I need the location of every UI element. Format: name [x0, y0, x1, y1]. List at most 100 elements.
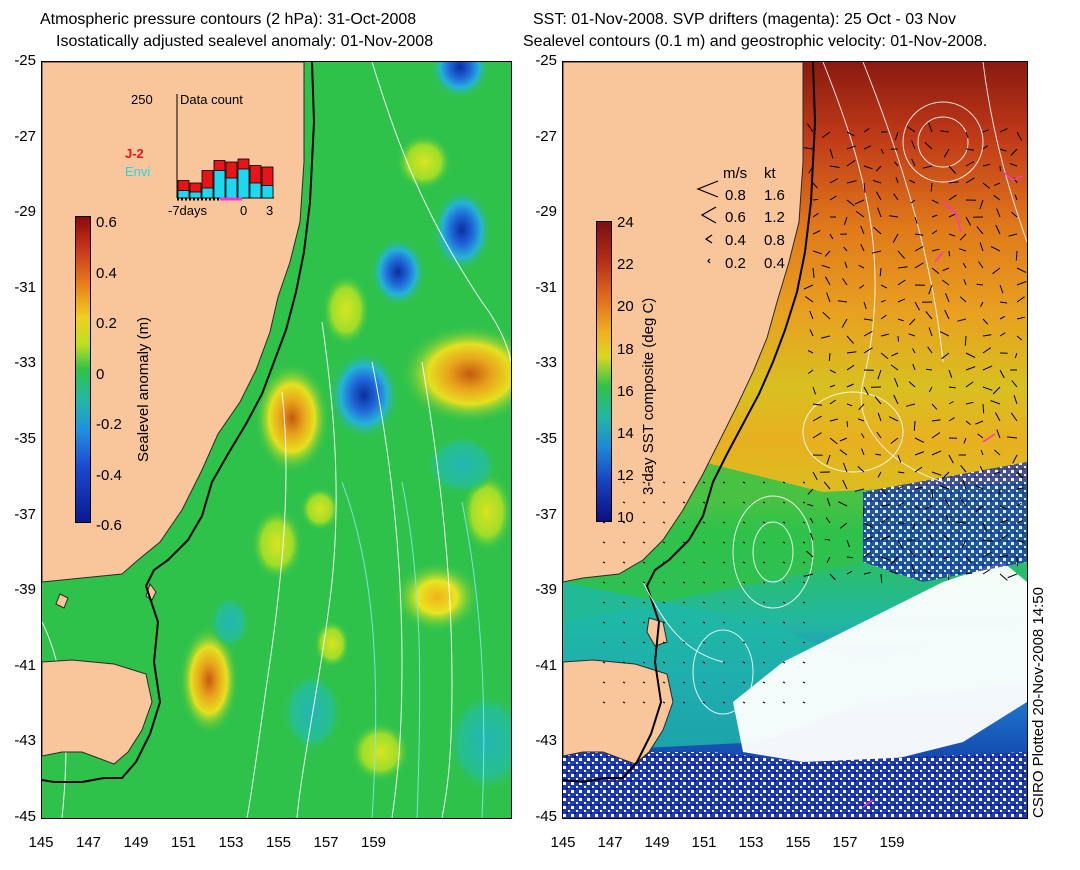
velocity-arrow — [860, 225, 865, 235]
velocity-arrow — [662, 701, 666, 704]
velocity-arrow — [854, 488, 865, 492]
velocity-arrow — [948, 401, 954, 405]
velocity-arrow — [622, 681, 626, 684]
velocity-legend-ms-2: 0.6 — [725, 209, 746, 226]
x-tick-right: 147 — [597, 834, 623, 851]
velocity-arrow — [782, 581, 786, 584]
velocity-arrow — [762, 481, 766, 484]
velocity-arrow — [802, 641, 806, 644]
velocity-arrow — [914, 216, 918, 224]
velocity-arrow — [826, 292, 831, 303]
velocity-arrow — [890, 364, 899, 371]
velocity-arrow — [1007, 573, 1018, 579]
velocity-arrow — [858, 403, 865, 411]
velocity-arrow — [602, 661, 606, 664]
velocity-arrow — [762, 541, 766, 544]
velocity-arrow — [802, 561, 806, 564]
velocity-arrow — [838, 501, 848, 507]
sst-colorbar-label: 3-day SST composite (deg C) — [640, 297, 657, 495]
velocity-arrow — [839, 522, 848, 529]
velocity-arrow — [812, 198, 819, 201]
velocity-arrow — [622, 661, 626, 664]
velocity-arrow — [812, 432, 822, 439]
velocity-arrow — [863, 522, 874, 528]
velocity-arrow — [999, 573, 1008, 581]
velocity-arrow — [914, 451, 925, 456]
velocity-arrow — [825, 517, 831, 524]
y-tick-left: -27 — [14, 127, 36, 145]
velocity-arrow — [975, 485, 984, 490]
velocity-arrow — [782, 641, 786, 644]
y-tick-right: -35 — [535, 430, 557, 447]
velocity-arrow — [994, 412, 1001, 422]
velocity-arrow — [682, 561, 686, 564]
velocity-arrow — [999, 148, 1007, 152]
velocity-arrow — [762, 581, 766, 584]
velocity-arrow — [662, 601, 666, 604]
velocity-legend-kt-2: 1.2 — [764, 209, 785, 226]
velocity-arrow — [722, 521, 726, 524]
velocity-arrow — [908, 318, 916, 326]
velocity-arrow — [858, 264, 865, 269]
velocity-arrow — [897, 279, 906, 286]
velocity-arrow — [880, 573, 883, 583]
velocity-arrow — [863, 386, 869, 396]
velocity-arrow — [642, 701, 646, 704]
velocity-arrow — [662, 621, 666, 624]
velocity-arrow — [909, 549, 916, 558]
velocity-arrow — [965, 216, 972, 226]
velocity-arrow — [742, 661, 746, 664]
velocity-arrow — [879, 267, 882, 277]
velocity-arrow — [808, 165, 814, 174]
velocity-arrow — [846, 539, 850, 548]
y-tick-right: -27 — [535, 127, 557, 145]
velocity-arrow — [812, 386, 816, 395]
velocity-arrow — [1013, 394, 1018, 405]
velocity-arrow — [875, 453, 882, 456]
velocity-arrow — [662, 541, 666, 544]
velocity-arrow — [702, 501, 706, 504]
velocity-arrow — [782, 701, 786, 704]
velocity-arrow — [928, 386, 933, 393]
velocity-arrow — [893, 394, 899, 405]
x-tick-left: 145 — [28, 834, 54, 851]
velocity-arrow — [894, 377, 899, 388]
y-tick-right: -43 — [535, 732, 557, 750]
sst-colorbar-tick: 14 — [617, 425, 634, 442]
velocity-legend-arrows — [696, 180, 719, 264]
sealevel-colorbar-tick: 0.6 — [96, 214, 117, 231]
velocity-arrow — [982, 318, 989, 325]
velocity-arrow — [975, 505, 984, 513]
velocity-arrow — [842, 278, 848, 286]
velocity-arrow — [1011, 211, 1018, 218]
velocity-arrow — [927, 346, 933, 354]
velocity-arrow — [859, 284, 865, 289]
velocity-arrow — [876, 431, 882, 439]
velocity-arrow — [682, 701, 686, 704]
velocity-arrow — [940, 130, 950, 133]
velocity-arrow — [812, 471, 818, 480]
velocity-arrow — [962, 479, 967, 490]
velocity-arrow — [622, 601, 626, 604]
velocity-arrow — [642, 681, 646, 684]
velocity-arrow — [821, 335, 831, 339]
velocity-arrow — [959, 233, 967, 241]
velocity-arrow — [863, 536, 873, 541]
velocity-arrow — [682, 481, 686, 484]
velocity-arrow — [602, 541, 606, 544]
velocity-arrow — [982, 539, 993, 542]
velocity-arrow — [662, 521, 666, 524]
y-tick-right: -33 — [535, 354, 557, 372]
x-tick-left: 155 — [265, 834, 292, 851]
velocity-arrow — [880, 314, 887, 320]
velocity-arrow — [928, 327, 933, 337]
velocity-arrow — [948, 233, 956, 237]
y-tick-right: -37 — [535, 505, 557, 523]
velocity-arrow — [931, 199, 939, 204]
velocity-arrow — [977, 433, 984, 439]
velocity-arrow — [982, 569, 991, 575]
velocity-arrow — [722, 621, 726, 624]
velocity-arrow — [965, 177, 975, 184]
velocity-arrow — [957, 318, 967, 322]
velocity-arrow — [762, 521, 766, 524]
